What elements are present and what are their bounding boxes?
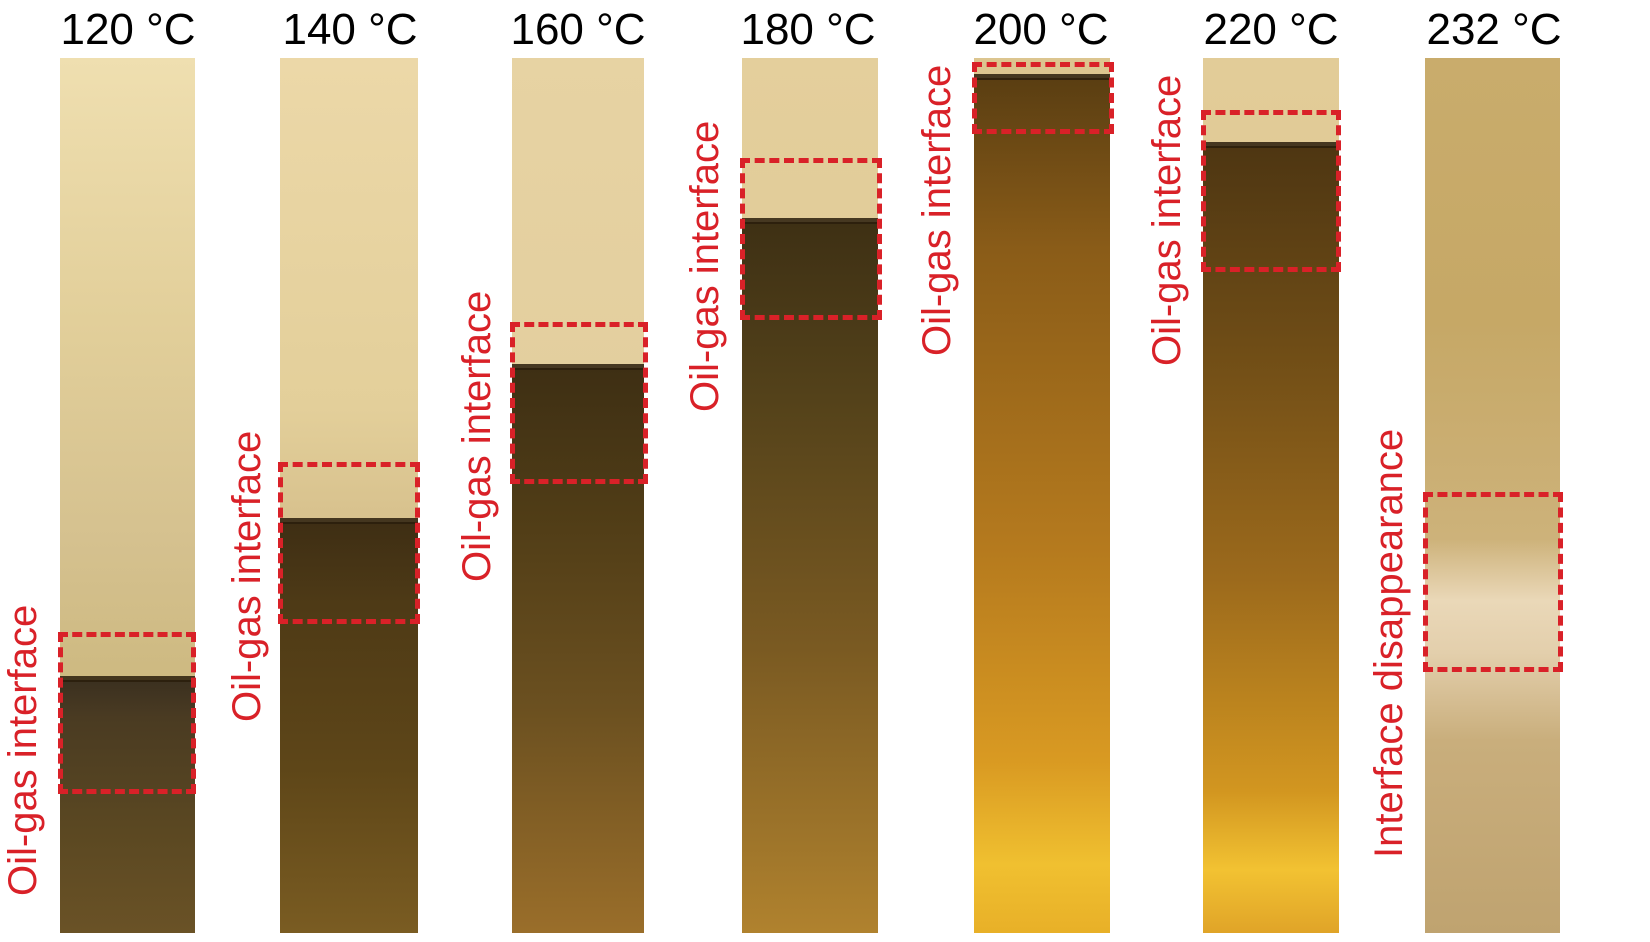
sample-tube-160: [512, 58, 644, 933]
interface-box: [58, 632, 196, 794]
interface-line: [742, 218, 878, 224]
oil-phase: [512, 368, 644, 933]
interface-line: [974, 74, 1110, 80]
temperature-label: 220 °C: [1203, 5, 1339, 54]
oil-gas-interface-label: Oil-gas interface: [225, 430, 269, 722]
sample-tube-220: [1203, 58, 1339, 933]
interface-box: [740, 158, 882, 320]
interface-line: [512, 364, 644, 370]
temperature-label: 140 °C: [282, 5, 418, 54]
sample-tube-200: [974, 58, 1110, 933]
panel-160: 160 °C: [503, 0, 653, 942]
temperature-label: 200 °C: [973, 5, 1109, 54]
interface-disappearance-label: Interface disappearance: [1367, 428, 1411, 858]
oil-phase: [1203, 146, 1339, 933]
oil-phase: [280, 522, 418, 933]
temperature-label: 180 °C: [740, 5, 876, 54]
oil-gas-interface-label: Oil-gas interface: [455, 290, 499, 582]
oil-gas-interface-label: Oil-gas interface: [1145, 74, 1189, 366]
oil-phase: [742, 222, 878, 933]
interface-box: [1201, 110, 1341, 272]
panel-120: 120 °C: [58, 0, 198, 942]
oil-phase: [60, 680, 195, 933]
interface-line: [60, 676, 195, 682]
temperature-label: 232 °C: [1426, 5, 1562, 54]
oil-gas-interface-label: Oil-gas interface: [915, 64, 959, 356]
panel-140: 140 °C: [275, 0, 425, 942]
panel-200: 200 °C: [966, 0, 1116, 942]
panel-180: 180 °C: [733, 0, 883, 942]
interface-box: [278, 462, 420, 624]
sample-tube-180: [742, 58, 878, 933]
sample-tube-140: [280, 58, 418, 933]
interface-box: [972, 62, 1114, 134]
oil-gas-interface-label: Oil-gas interface: [683, 120, 727, 412]
panel-232: 232 °C: [1414, 0, 1574, 942]
oil-gas-interface-label: Oil-gas interface: [1, 604, 45, 896]
panel-220: 220 °C: [1196, 0, 1346, 942]
temperature-label: 160 °C: [510, 5, 646, 54]
interface-line: [1203, 142, 1339, 148]
interface-line: [280, 518, 418, 524]
interface-box: [510, 322, 648, 484]
sample-tube-120: [60, 58, 195, 933]
temperature-label: 120 °C: [60, 5, 196, 54]
oil-phase: [974, 78, 1110, 933]
interface-disappearance-box: [1423, 492, 1563, 672]
